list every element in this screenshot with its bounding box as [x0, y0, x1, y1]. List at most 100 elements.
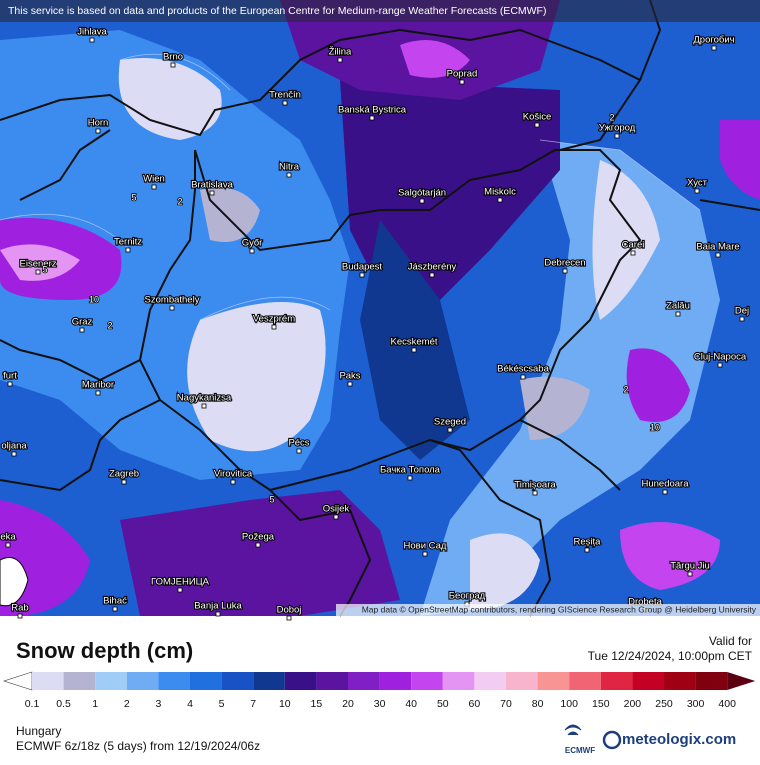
map-credits: Map data © OpenStreetMap contributors, r… — [362, 604, 757, 614]
map: Jihlava Brno Žilina Poprad Дрогобич Trenčín Ba… — [0, 0, 760, 621]
legend-label: 60 — [469, 698, 481, 710]
contour-label: 2 — [177, 196, 182, 206]
colorbar: 0.1 0.5 1 2 3 4 5 7 10 15 20 30 40 50 60 70 80 100 150 200 2… — [3, 671, 756, 710]
contour-label: 5 — [42, 264, 47, 274]
legend-label: 100 — [560, 698, 578, 710]
legend-swatch — [190, 672, 222, 690]
city-label: Ужгород — [599, 123, 636, 134]
city-label: Baia Mare — [696, 242, 739, 253]
city-label: Kecskemét — [391, 337, 438, 348]
city-marker — [407, 475, 413, 481]
city-marker — [337, 57, 343, 63]
city-label: oljana — [1, 441, 27, 452]
city-label: Békéscsaba — [497, 364, 549, 375]
city-label: Veszprém — [253, 314, 295, 325]
city-marker — [286, 615, 292, 621]
city-marker — [675, 311, 681, 317]
city-marker — [419, 198, 425, 204]
city-marker — [271, 324, 277, 330]
legend-label: 70 — [500, 698, 512, 710]
city-marker — [230, 479, 236, 485]
city-label: Dej — [735, 306, 749, 317]
city-marker — [630, 250, 636, 256]
city-label: Timișoara — [514, 480, 556, 491]
city-marker — [35, 269, 41, 275]
legend-swatch — [379, 672, 412, 690]
city-label: Debrecen — [544, 258, 585, 269]
legend-swatch — [126, 672, 159, 690]
legend-label: 15 — [311, 698, 323, 710]
city-marker — [562, 268, 568, 274]
header-bar — [0, 0, 760, 22]
legend-swatch — [32, 672, 64, 690]
border — [0, 0, 760, 617]
legend-arrow — [3, 671, 33, 691]
city-label: furt — [3, 371, 17, 382]
city-marker — [614, 133, 620, 139]
city-marker — [584, 547, 590, 553]
city-marker — [497, 197, 503, 203]
area — [118, 58, 222, 140]
city-marker — [95, 128, 101, 134]
city-marker — [694, 188, 700, 194]
city-label: Бачка Топола — [380, 465, 441, 476]
city-label: Hunedoara — [641, 479, 689, 490]
city-label: Žilina — [329, 47, 352, 58]
city-marker — [687, 571, 693, 577]
contour — [0, 54, 701, 321]
ecmwf-label: ECMWF — [565, 746, 595, 755]
city-label: Doboj — [277, 605, 302, 616]
city-label: Graz — [72, 317, 93, 328]
brand[interactable]: meteologix.com — [622, 731, 736, 748]
area — [720, 120, 760, 200]
credits-bg — [336, 604, 760, 616]
city-marker — [429, 272, 435, 278]
city-marker — [347, 381, 353, 387]
legend-label: 250 — [655, 698, 673, 710]
city-marker — [282, 100, 288, 106]
area — [200, 187, 260, 242]
city-label: Хуст — [687, 178, 708, 189]
city-label: Ternitz — [114, 237, 142, 248]
legend-label: 4 — [187, 698, 193, 710]
city-label: Reșița — [574, 537, 602, 548]
city-marker — [534, 122, 540, 128]
city-marker — [17, 613, 23, 619]
city-marker — [125, 247, 131, 253]
valid-label: Valid for — [709, 634, 752, 648]
legend-label: 40 — [405, 698, 417, 710]
city-marker — [209, 190, 215, 196]
city-marker — [95, 390, 101, 396]
legend-label: 3 — [155, 698, 161, 710]
city-marker — [711, 45, 717, 51]
legend-label: 150 — [592, 698, 610, 710]
border — [138, 149, 642, 492]
model-info: ECMWF 6z/18z (5 days) from 12/19/2024/06… — [16, 739, 260, 753]
city-label: Дрогобич — [693, 35, 734, 46]
city-label: Trenčín — [269, 90, 301, 101]
legend-swatch — [221, 672, 254, 690]
city-label: Košice — [523, 112, 552, 123]
city-label: Nitra — [279, 162, 300, 173]
city-marker — [170, 62, 176, 68]
city-label: Virovitica — [214, 469, 253, 480]
valid-time: Tue 12/24/2024, 10:00pm CET — [588, 649, 753, 663]
city-marker — [249, 248, 255, 254]
legend-label: 30 — [374, 698, 386, 710]
city-marker — [169, 305, 175, 311]
city-label: Požega — [242, 532, 275, 543]
legend-swatch — [695, 672, 728, 690]
area — [0, 244, 80, 281]
area — [620, 522, 720, 590]
city-label: Nagykanizsa — [177, 393, 232, 404]
region: Hungary — [16, 724, 61, 738]
area — [626, 348, 690, 422]
city-label: Poprad — [447, 69, 478, 80]
city-label: Bihać — [103, 596, 127, 607]
city-label: Banská Bystrica — [338, 105, 407, 116]
legend-label: 80 — [532, 698, 544, 710]
legend-label: 300 — [687, 698, 705, 710]
city-label: Cluj-Napoca — [694, 352, 747, 363]
legend-label: 10 — [279, 698, 291, 710]
